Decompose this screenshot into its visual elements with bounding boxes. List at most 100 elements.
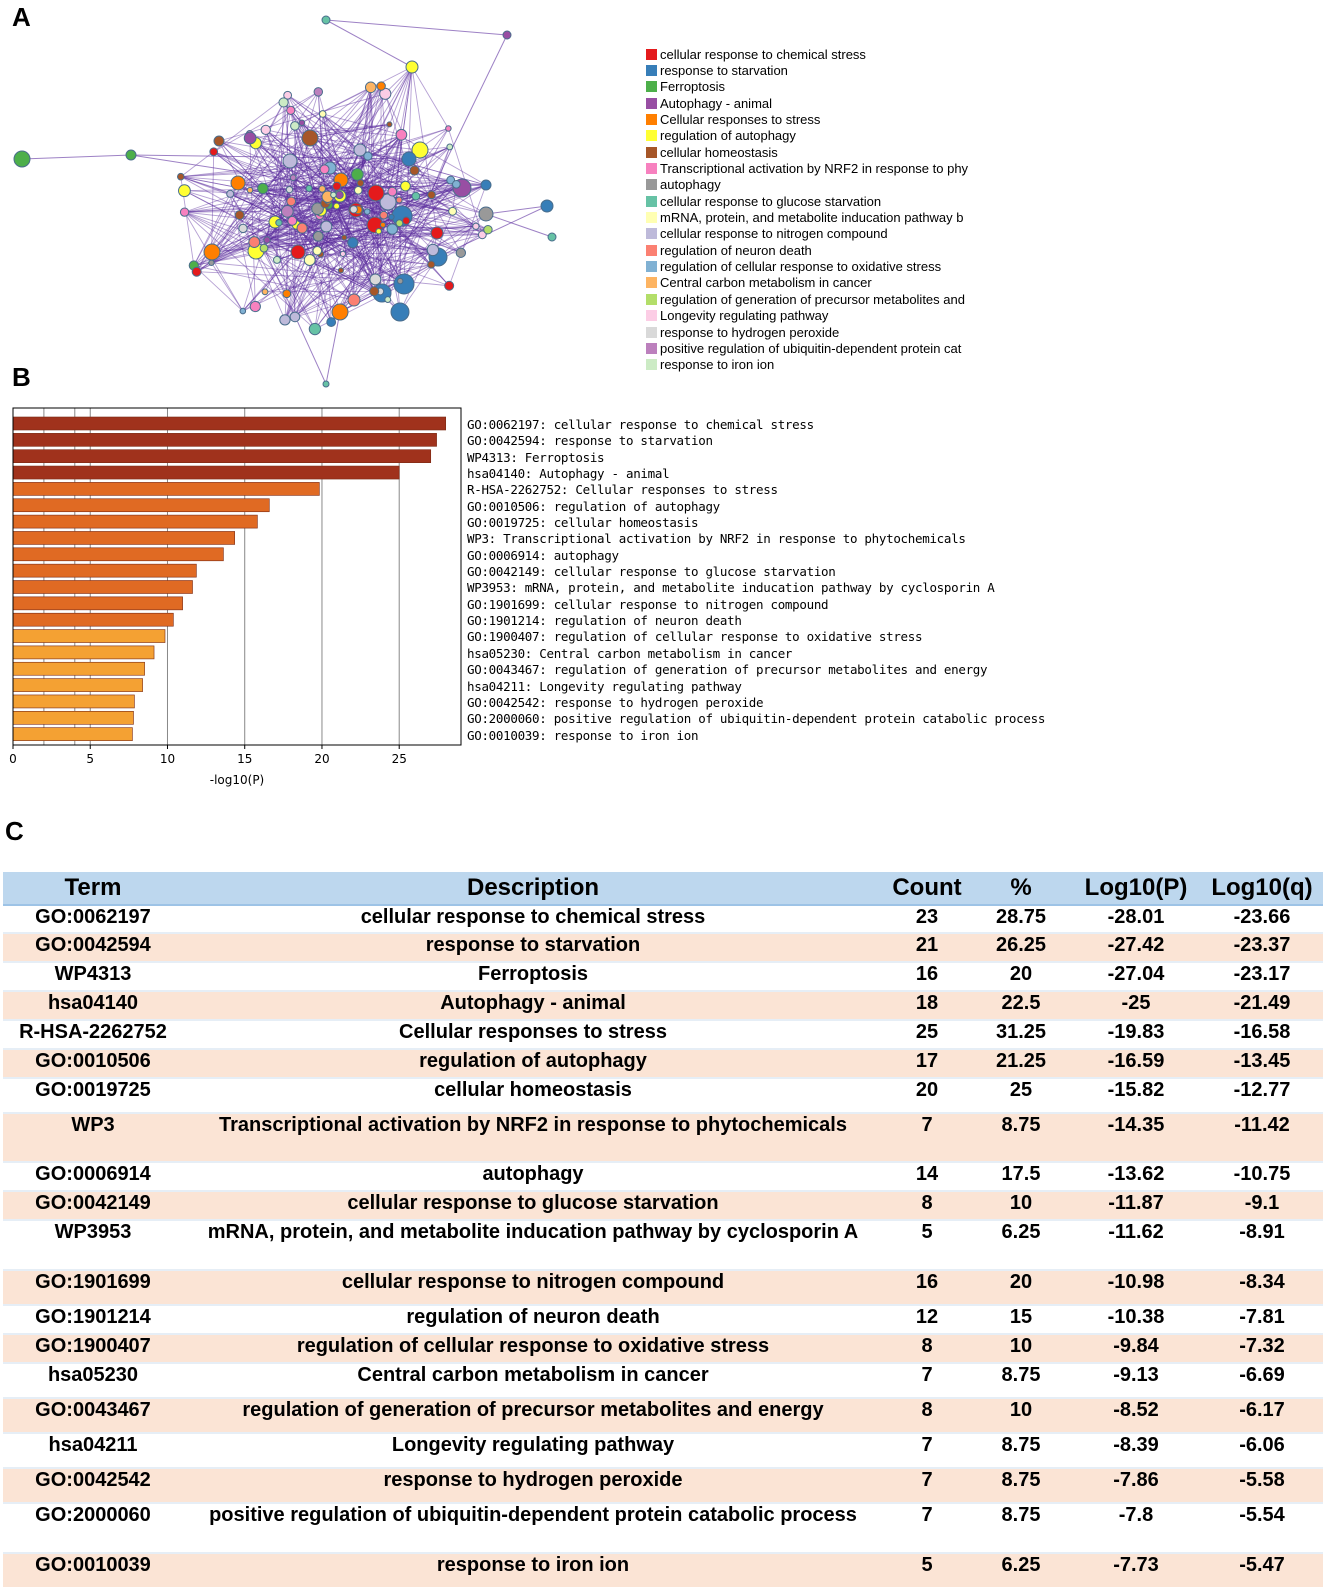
legend-item: regulation of cellular response to oxida… [646,258,996,274]
cell-count: 16 [883,962,971,991]
bar [13,597,183,610]
bar-category-label: GO:0010039: response to iron ion [467,728,1067,744]
legend-item: Ferroptosis [646,79,996,95]
network-node [291,122,300,131]
cell-log-p: -8.39 [1071,1433,1201,1468]
cell-percent: 10 [971,1191,1071,1220]
cell-term: GO:2000060 [3,1503,183,1553]
cell-log-p: -9.13 [1071,1363,1201,1398]
cell-count: 20 [883,1078,971,1113]
network-node [209,260,214,265]
cell-percent: 8.75 [971,1503,1071,1553]
cell-description: regulation of cellular response to oxida… [183,1334,883,1363]
enrichment-table: Term Description Count % Log10(P) Log10(… [3,872,1323,1587]
network-node [428,261,435,268]
network-node [445,281,454,290]
legend-label: cellular response to nitrogen compound [660,226,888,241]
network-node [368,185,384,201]
cell-description: Transcriptional activation by NRF2 in re… [183,1113,883,1162]
legend-item: positive regulation of ubiquitin-depende… [646,340,996,356]
cell-log-q: -7.32 [1201,1334,1323,1363]
cell-description: response to hydrogen peroxide [183,1468,883,1503]
cell-term: GO:0042542 [3,1468,183,1503]
network-node [548,233,556,241]
legend-item: Cellular responses to stress [646,111,996,127]
network-node [456,248,465,257]
header-description: Description [183,872,883,905]
cell-log-q: -10.75 [1201,1162,1323,1191]
legend-swatch [646,343,657,354]
cell-term: GO:0006914 [3,1162,183,1191]
bar-category-label: GO:0042542: response to hydrogen peroxid… [467,695,1067,711]
header-count: Count [883,872,971,905]
network-node [396,220,403,227]
cell-term: R-HSA-2262752 [3,1020,183,1049]
cell-percent: 28.75 [971,905,1071,933]
cell-description: positive regulation of ubiquitin-depende… [183,1503,883,1553]
network-node [261,125,270,134]
network-node [276,220,282,226]
network-node [214,136,224,146]
network-node [484,226,492,234]
network-node [336,191,343,198]
network-node [322,16,330,24]
network-node [394,274,414,294]
network-node [338,268,343,273]
cell-description: Longevity regulating pathway [183,1433,883,1468]
bar-category-label: GO:0042149: cellular response to glucose… [467,564,1067,580]
legend-item: autophagy [646,177,996,193]
network-node [126,150,136,160]
cell-percent: 21.25 [971,1049,1071,1078]
network-node [364,209,370,215]
network-node [479,207,493,221]
network-node [260,244,268,252]
network-node [299,120,305,126]
cell-description: response to iron ion [183,1553,883,1587]
cell-log-p: -25 [1071,991,1201,1020]
cell-term: hsa05230 [3,1363,183,1398]
network-node [14,151,30,167]
bar [13,466,399,479]
network-node [323,381,329,387]
header-term: Term [3,872,183,905]
network-node [350,206,357,213]
network-edge [326,20,507,35]
x-axis-label: -log10(P) [210,773,265,787]
cell-count: 7 [883,1468,971,1503]
cell-log-q: -23.66 [1201,905,1323,933]
legend-swatch [646,179,657,190]
cell-percent: 8.75 [971,1468,1071,1503]
cell-count: 25 [883,1020,971,1049]
network-node [387,224,397,234]
bar [13,450,431,463]
legend-item: Longevity regulating pathway [646,308,996,324]
network-node [364,152,372,160]
cell-description: cellular response to nitrogen compound [183,1270,883,1305]
bar-category-label: GO:1901699: cellular response to nitroge… [467,597,1067,613]
cell-term: GO:0019725 [3,1078,183,1113]
bar [13,711,133,724]
network-node [412,192,420,200]
cell-log-p: -9.84 [1071,1334,1201,1363]
network-node [244,132,256,144]
network-node [239,224,247,232]
panel-label-c: C [5,816,24,847]
cell-term: GO:1900407 [3,1334,183,1363]
cell-percent: 22.5 [971,991,1071,1020]
bar [13,662,145,675]
cell-percent: 8.75 [971,1433,1071,1468]
network-edge [326,20,412,67]
legend-label: response to starvation [660,63,788,78]
legend-item: regulation of generation of precursor me… [646,291,996,307]
network-node [473,223,479,229]
legend-label: Longevity regulating pathway [660,308,828,323]
legend-swatch [646,65,657,76]
legend-swatch [646,228,657,239]
cell-count: 7 [883,1503,971,1553]
